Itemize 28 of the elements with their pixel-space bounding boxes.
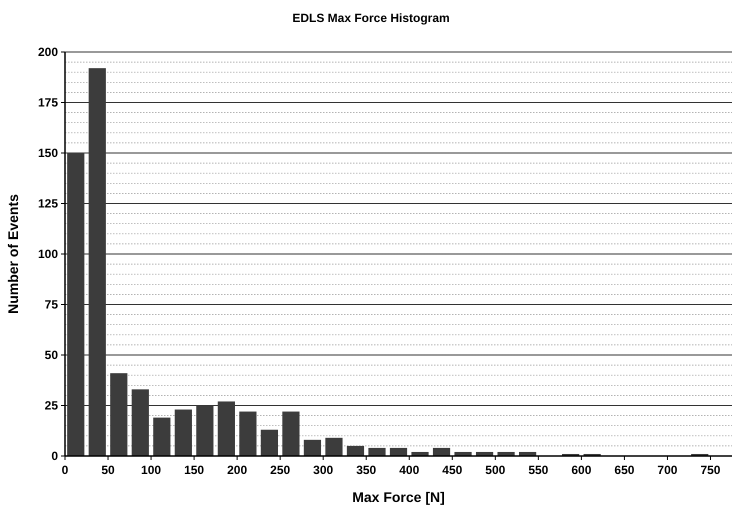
x-tick-label: 350: [356, 463, 377, 477]
x-tick-label: 500: [485, 463, 506, 477]
y-tick-label: 50: [44, 348, 58, 362]
x-tick-label: 300: [313, 463, 334, 477]
x-tick-label: 450: [442, 463, 463, 477]
x-tick-label: 250: [270, 463, 290, 477]
chart-title: EDLS Max Force Histogram: [292, 11, 450, 25]
x-tick-label: 700: [657, 463, 678, 477]
y-axis-title: Number of Events: [5, 194, 21, 314]
x-tick-label: 100: [141, 463, 162, 477]
x-tick-label: 550: [528, 463, 549, 477]
x-tick-label: 50: [101, 463, 116, 477]
x-tick-label: 650: [614, 463, 635, 477]
y-tick-label: 0: [51, 449, 58, 464]
x-tick-label: 750: [700, 463, 721, 477]
y-tick-label: 175: [38, 96, 58, 110]
y-tick-label: 25: [44, 398, 58, 413]
y-tick-label: 100: [38, 247, 58, 262]
y-tick-label: 125: [38, 196, 58, 211]
x-tick-label: 0: [62, 463, 69, 477]
x-tick-label: 400: [399, 463, 420, 477]
y-tick-label: 75: [44, 298, 58, 312]
x-tick-label: 600: [571, 463, 592, 477]
x-tick-label: 200: [227, 463, 248, 477]
x-axis-title: Max Force [N]: [352, 489, 445, 505]
y-tick-label: 200: [38, 45, 58, 60]
x-tick-label: 150: [184, 463, 204, 477]
y-tick-label: 150: [38, 146, 58, 160]
